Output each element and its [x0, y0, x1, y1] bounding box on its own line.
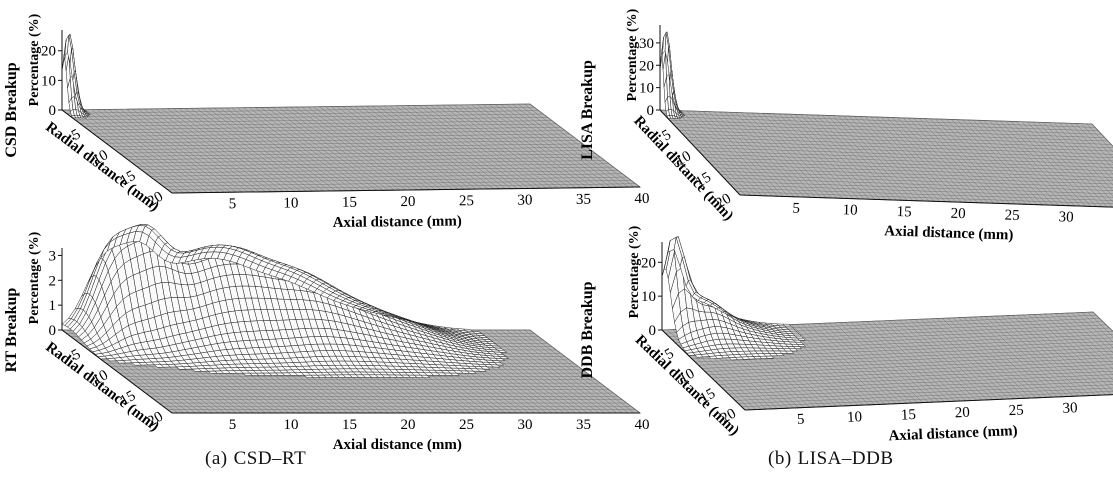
rt-x-tick-label: 15	[342, 417, 357, 433]
ddb-z-tick-label: 10	[641, 289, 656, 305]
ddb-y-tick-label: 15	[697, 386, 718, 407]
caption-a: (a) CSD–RT	[205, 448, 306, 470]
ddb-z-tick-label: 20	[641, 255, 656, 271]
rt-surface-mesh	[61, 224, 510, 378]
lisa-x-tick-label: 20	[950, 206, 966, 222]
csd-mesh-grid	[61, 103, 641, 194]
csd-y-tick-label: 10	[90, 147, 111, 168]
rt-row-label: RT Breakup	[3, 288, 20, 373]
rt-x-tick-label: 20	[401, 417, 416, 433]
lisa-x-tick-label: 5	[792, 201, 800, 217]
lisa-z-tick-label: 20	[639, 58, 654, 74]
csd-x-tick-label: 5	[229, 196, 237, 212]
csd-y-tick-label: 15	[118, 168, 139, 189]
caption-b: (b) LISA–DDB	[768, 448, 894, 470]
lisa-z-tick-label: 30	[639, 36, 654, 52]
caption-a-letter: (a)	[205, 448, 228, 469]
csd-x-axis-title: Axial distance (mm)	[333, 213, 462, 231]
lisa-y-tick-label: 10	[673, 148, 694, 169]
rt-y-tick-label: 15	[118, 388, 139, 409]
csd-z-tick-label: 10	[41, 73, 56, 89]
rt-z-tick-label: 0	[49, 323, 57, 339]
ddb-x-tick-label: 30	[1062, 400, 1078, 417]
lisa-mesh-grid	[659, 109, 1113, 208]
csd-surface-mesh	[61, 33, 92, 119]
rt-z-tick-label: 1	[49, 298, 57, 314]
lisa-surface-mesh	[659, 30, 686, 120]
csd-x-tick-label: 20	[400, 194, 415, 210]
csd-x-tick-label: 25	[459, 193, 474, 209]
lisa-surface-plot: 01020305101520253035405101520Axial dista…	[579, 8, 1113, 244]
rt-x-tick-label: 30	[518, 417, 533, 433]
rt-y-tick-label: 10	[90, 367, 111, 388]
rt-x-tick-label: 40	[635, 417, 650, 433]
ddb-x-tick-label: 10	[847, 409, 863, 426]
lisa-z-tick-label: 0	[647, 103, 655, 119]
ddb-x-tick-label: 20	[955, 405, 971, 422]
lisa-z-axis-title: Percentage (%)	[625, 8, 640, 101]
lisa-x-tick-label: 25	[1004, 208, 1020, 224]
rt-x-tick-label: 35	[576, 417, 591, 433]
csd-z-axis-title: Percentage (%)	[27, 13, 42, 106]
lisa-x-axis-title: Axial distance (mm)	[884, 223, 1014, 243]
csd-x-tick-label: 15	[342, 195, 357, 211]
ddb-x-tick-label: 15	[901, 407, 917, 424]
ddb-x-tick-label: 5	[797, 412, 805, 428]
rt-axes	[61, 248, 640, 414]
caption-b-text: LISA–DDB	[797, 448, 894, 469]
ddb-y-tick-label: 20	[718, 406, 739, 427]
ddb-z-axis-title: Percentage (%)	[627, 225, 642, 318]
ddb-y-tick-label: 10	[677, 366, 698, 387]
csd-x-tick-label: 40	[634, 191, 649, 207]
csd-z-tick-label: 20	[41, 44, 56, 60]
csd-row-label: CSD Breakup	[3, 62, 20, 157]
csd-x-tick-label: 30	[517, 192, 532, 208]
lisa-x-tick-label: 10	[842, 202, 858, 218]
lisa-x-tick-label: 30	[1058, 209, 1074, 225]
csd-x-tick-label: 10	[283, 195, 298, 211]
ddb-surface-mesh	[661, 236, 807, 361]
rt-x-tick-label: 10	[284, 417, 299, 433]
rt-z-tick-label: 3	[49, 248, 57, 264]
rt-x-tick-label: 25	[459, 417, 474, 433]
csd-axes	[61, 30, 641, 194]
rt-z-tick-label: 2	[49, 273, 57, 289]
lisa-y-tick-label: 20	[713, 191, 734, 212]
lisa-x-tick-label: 15	[896, 204, 912, 220]
ddb-row-label: DDB Breakup	[579, 281, 596, 378]
lisa-axes	[659, 25, 1113, 208]
ddb-x-axis-title: Axial distance (mm)	[888, 423, 1018, 444]
lisa-y-tick-label: 15	[693, 169, 714, 190]
csd-x-tick-label: 35	[576, 192, 591, 208]
ddb-z-tick-label: 0	[649, 323, 657, 339]
lisa-row-label: LISA Breakup	[579, 60, 596, 160]
lisa-z-tick-label: 10	[639, 81, 654, 97]
csd-z-tick-label: 0	[49, 103, 57, 119]
caption-a-text: CSD–RT	[233, 448, 307, 469]
rt-y-tick-label: 20	[145, 409, 166, 430]
ddb-axes	[661, 242, 1113, 411]
rt-x-axis-title: Axial distance (mm)	[333, 437, 462, 453]
rt-z-axis-title: Percentage (%)	[27, 231, 42, 324]
caption-b-letter: (b)	[768, 448, 792, 469]
rt-x-tick-label: 5	[229, 417, 237, 433]
csd-y-tick-label: 20	[145, 189, 166, 210]
ddb-x-tick-label: 25	[1008, 402, 1024, 419]
